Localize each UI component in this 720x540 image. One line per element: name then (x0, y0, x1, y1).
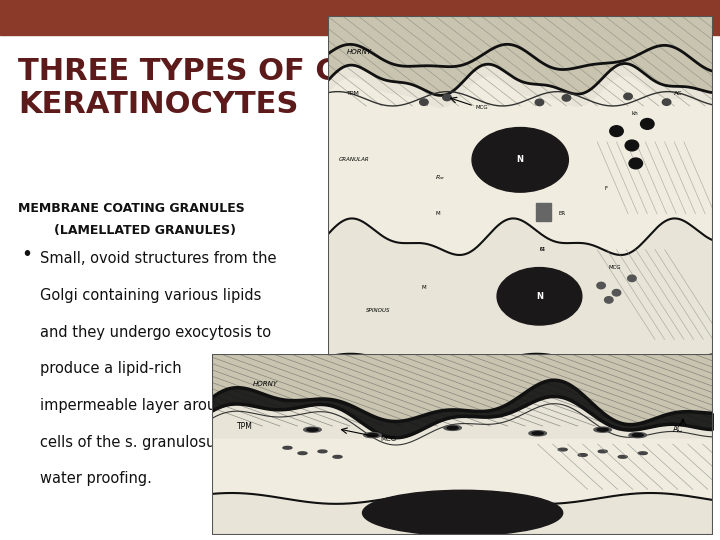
Ellipse shape (497, 267, 582, 325)
Text: water proofing.: water proofing. (40, 471, 151, 487)
Ellipse shape (558, 448, 567, 451)
Ellipse shape (447, 427, 458, 429)
Ellipse shape (562, 94, 571, 101)
Text: M: M (436, 211, 440, 216)
Ellipse shape (594, 427, 611, 432)
Text: and they undergo exocytosis to: and they undergo exocytosis to (40, 325, 271, 340)
Ellipse shape (628, 275, 636, 281)
Ellipse shape (641, 119, 654, 129)
Ellipse shape (598, 450, 607, 453)
Ellipse shape (624, 93, 632, 100)
Ellipse shape (597, 428, 608, 431)
Ellipse shape (367, 434, 378, 437)
Ellipse shape (629, 158, 642, 169)
Polygon shape (328, 76, 713, 255)
Ellipse shape (618, 455, 627, 458)
Bar (536, 203, 551, 221)
Ellipse shape (283, 447, 292, 449)
Text: (LAMELLATED GRANULES): (LAMELLATED GRANULES) (54, 224, 236, 237)
Ellipse shape (578, 454, 588, 456)
Ellipse shape (364, 433, 382, 437)
Text: M: M (422, 285, 426, 290)
Text: HORNY: HORNY (347, 49, 372, 55)
Ellipse shape (532, 432, 543, 435)
Text: Golgi containing various lipids: Golgi containing various lipids (40, 288, 261, 303)
Text: GRANULAR: GRANULAR (339, 157, 370, 163)
Ellipse shape (307, 428, 318, 431)
Text: AC: AC (674, 91, 683, 96)
Ellipse shape (535, 99, 544, 106)
Ellipse shape (318, 450, 327, 453)
Text: G: G (539, 247, 544, 252)
Ellipse shape (362, 490, 563, 536)
Ellipse shape (333, 455, 342, 458)
Ellipse shape (610, 126, 624, 137)
Ellipse shape (444, 426, 462, 430)
Polygon shape (212, 354, 713, 438)
Polygon shape (328, 16, 713, 96)
Text: AC: AC (672, 425, 683, 434)
Text: N: N (536, 292, 543, 301)
Text: THREE TYPES OF GRANULES IN
KERATINOCYTES: THREE TYPES OF GRANULES IN KERATINOCYTES (18, 57, 547, 119)
Text: HORNY: HORNY (253, 381, 277, 388)
Ellipse shape (304, 427, 321, 432)
Text: TPM: TPM (347, 91, 360, 96)
Ellipse shape (625, 140, 639, 151)
Text: Small, ovoid structures from the: Small, ovoid structures from the (40, 251, 276, 266)
Ellipse shape (597, 282, 606, 289)
Ellipse shape (629, 433, 647, 437)
Ellipse shape (472, 127, 568, 192)
Text: kh: kh (632, 111, 639, 116)
Text: MCG: MCG (380, 436, 396, 442)
Polygon shape (212, 438, 713, 504)
Text: impermeable layer around the: impermeable layer around the (40, 398, 264, 413)
Text: F: F (605, 186, 608, 191)
Ellipse shape (605, 296, 613, 303)
Text: N: N (517, 156, 523, 164)
Text: MCG: MCG (476, 105, 489, 110)
Text: $R_{sr}$: $R_{sr}$ (436, 173, 446, 182)
Text: M: M (539, 247, 544, 252)
Polygon shape (328, 218, 713, 375)
Text: ER: ER (559, 211, 566, 216)
Text: TPM: TPM (238, 422, 253, 430)
Ellipse shape (632, 434, 643, 437)
Ellipse shape (298, 452, 307, 455)
Ellipse shape (638, 452, 647, 455)
Text: produce a lipid-rich: produce a lipid-rich (40, 361, 181, 376)
Text: •: • (22, 245, 32, 264)
Ellipse shape (662, 99, 671, 105)
Ellipse shape (443, 94, 451, 100)
Text: cells of the s. granulosum –: cells of the s. granulosum – (40, 435, 241, 450)
Ellipse shape (612, 289, 621, 296)
Bar (0, 0, 720, 35)
Ellipse shape (529, 431, 546, 436)
Ellipse shape (420, 99, 428, 105)
Text: MEMBRANE COATING GRANULES: MEMBRANE COATING GRANULES (18, 202, 245, 215)
Text: SPINOUS: SPINOUS (366, 308, 391, 313)
Text: MCG: MCG (609, 265, 621, 270)
